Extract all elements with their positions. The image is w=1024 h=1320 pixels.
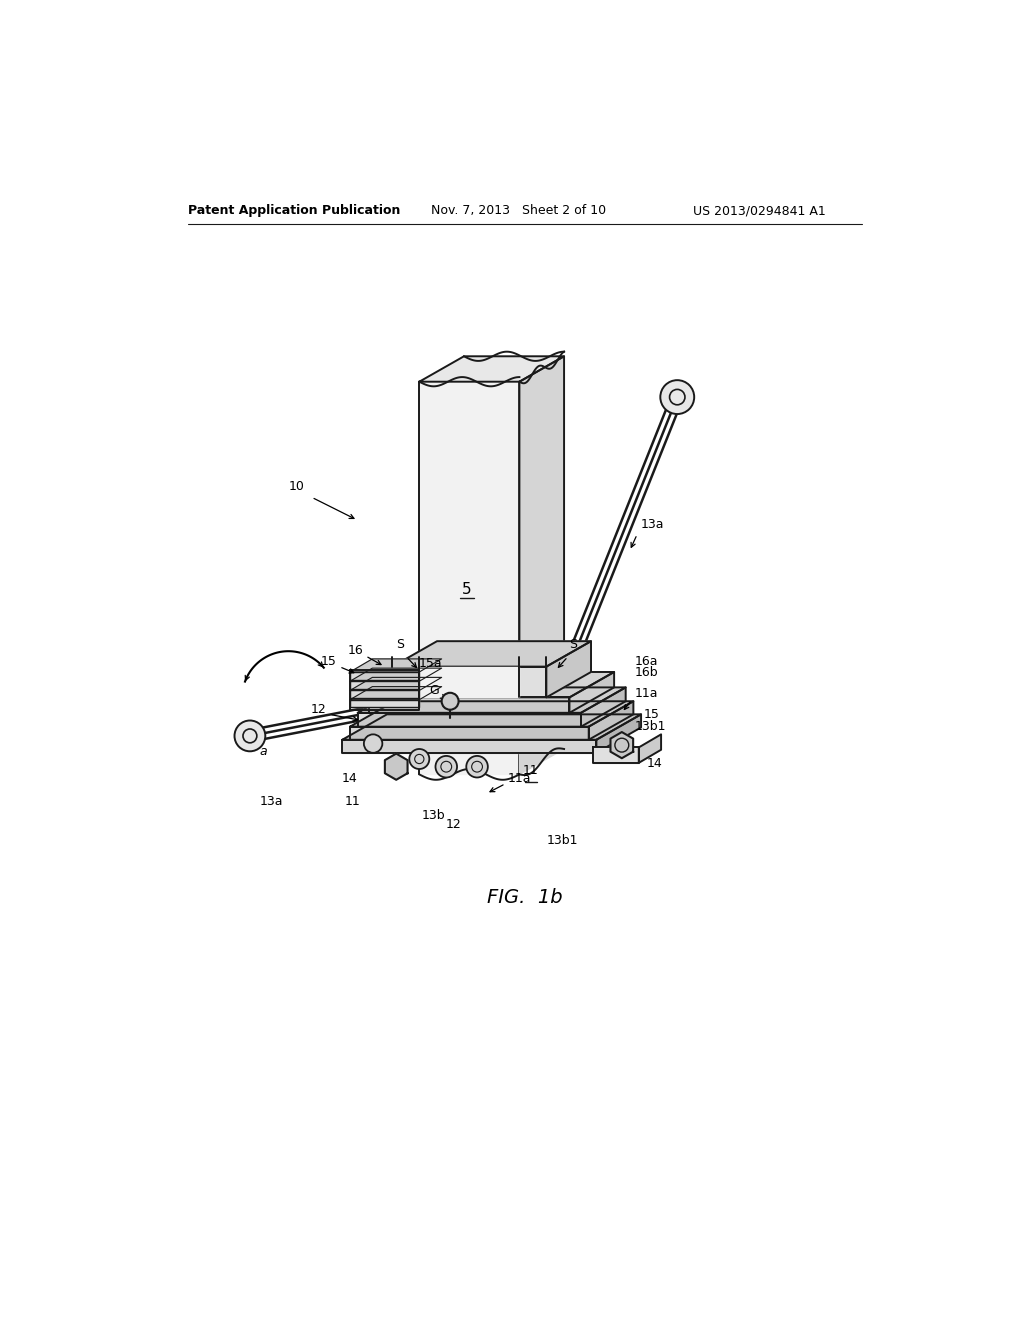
Text: S: S — [396, 638, 404, 651]
Circle shape — [410, 748, 429, 770]
Text: 5: 5 — [462, 582, 472, 597]
Polygon shape — [357, 688, 626, 713]
Circle shape — [435, 756, 457, 777]
Polygon shape — [569, 672, 614, 713]
Polygon shape — [519, 727, 564, 775]
Polygon shape — [419, 356, 564, 381]
Polygon shape — [547, 642, 591, 697]
Polygon shape — [581, 688, 626, 726]
Text: FIG.  1b: FIG. 1b — [487, 888, 562, 907]
Text: 14: 14 — [646, 756, 663, 770]
Polygon shape — [350, 681, 419, 689]
Polygon shape — [589, 701, 634, 739]
Circle shape — [441, 693, 459, 710]
Polygon shape — [419, 752, 519, 775]
Polygon shape — [596, 714, 641, 752]
Text: 16: 16 — [347, 644, 364, 656]
Polygon shape — [342, 714, 641, 739]
Text: 14: 14 — [342, 772, 357, 785]
Polygon shape — [350, 686, 441, 700]
Text: 10: 10 — [288, 479, 304, 492]
Polygon shape — [519, 356, 564, 697]
Text: 13b1: 13b1 — [635, 719, 667, 733]
Polygon shape — [342, 739, 596, 752]
Circle shape — [364, 734, 382, 752]
Text: 12: 12 — [446, 818, 462, 832]
Polygon shape — [350, 668, 441, 681]
Polygon shape — [350, 700, 419, 708]
Circle shape — [234, 721, 265, 751]
Polygon shape — [350, 672, 419, 680]
Text: 11: 11 — [523, 764, 539, 777]
Text: 13b: 13b — [422, 809, 445, 822]
Polygon shape — [357, 713, 581, 726]
Polygon shape — [350, 726, 589, 739]
Text: Nov. 7, 2013   Sheet 2 of 10: Nov. 7, 2013 Sheet 2 of 10 — [431, 205, 606, 218]
Polygon shape — [419, 667, 519, 697]
Polygon shape — [350, 690, 419, 698]
Polygon shape — [639, 734, 662, 763]
Text: US 2013/0294841 A1: US 2013/0294841 A1 — [692, 205, 825, 218]
Text: 15a: 15a — [419, 656, 442, 669]
Text: 13a: 13a — [641, 517, 665, 531]
Circle shape — [660, 380, 694, 414]
Polygon shape — [419, 381, 519, 697]
Text: S: S — [569, 638, 578, 651]
Polygon shape — [593, 747, 639, 763]
Text: 15: 15 — [643, 709, 659, 721]
Text: 16b: 16b — [635, 665, 658, 678]
Text: 12: 12 — [311, 702, 327, 715]
Polygon shape — [370, 672, 614, 697]
Polygon shape — [350, 677, 441, 690]
Polygon shape — [392, 642, 591, 667]
Text: 11a: 11a — [635, 688, 658, 701]
Circle shape — [466, 756, 487, 777]
Polygon shape — [392, 667, 547, 697]
Polygon shape — [610, 733, 633, 758]
Polygon shape — [350, 659, 441, 672]
Polygon shape — [350, 701, 634, 726]
Polygon shape — [385, 754, 408, 780]
Text: 11: 11 — [344, 795, 360, 808]
Text: 13b1: 13b1 — [547, 834, 578, 846]
Text: 15: 15 — [322, 655, 337, 668]
Text: G: G — [429, 684, 438, 697]
Text: 16a: 16a — [635, 655, 658, 668]
Text: a: a — [260, 744, 267, 758]
Text: 11a: 11a — [508, 772, 531, 785]
Text: 13a: 13a — [260, 795, 284, 808]
Polygon shape — [370, 697, 569, 713]
Text: Patent Application Publication: Patent Application Publication — [188, 205, 400, 218]
